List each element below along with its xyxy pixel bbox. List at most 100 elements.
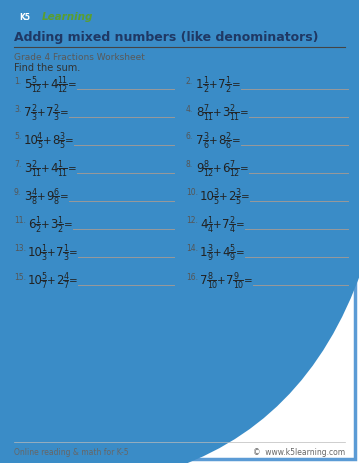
Text: 3: 3 [24, 162, 31, 175]
Text: 5: 5 [59, 141, 65, 150]
Text: 2: 2 [230, 104, 235, 113]
Text: +: + [41, 80, 50, 90]
Text: 2: 2 [35, 225, 41, 233]
Text: =: = [232, 136, 240, 146]
Text: =: = [236, 219, 244, 230]
Text: 10: 10 [24, 134, 39, 147]
Text: =: = [69, 275, 78, 285]
Text: 3: 3 [236, 188, 241, 197]
Text: 12: 12 [31, 85, 41, 94]
Text: 11: 11 [230, 113, 239, 122]
Text: 8: 8 [31, 197, 36, 206]
Text: +: + [37, 108, 46, 118]
Text: K5: K5 [19, 13, 31, 21]
Text: 1.: 1. [14, 76, 21, 85]
Text: 2: 2 [228, 190, 236, 203]
Text: 3: 3 [50, 218, 58, 231]
Text: 1: 1 [200, 246, 208, 259]
Text: 2: 2 [203, 85, 209, 94]
Text: +: + [219, 192, 228, 201]
FancyBboxPatch shape [4, 4, 355, 459]
Text: =: = [64, 219, 73, 230]
Text: 7: 7 [46, 106, 54, 119]
Text: +: + [217, 275, 226, 285]
Text: 3: 3 [31, 113, 36, 122]
Text: +: + [213, 163, 222, 174]
Text: =: = [69, 247, 78, 257]
Text: =: = [236, 247, 244, 257]
Text: 11: 11 [57, 169, 67, 178]
Text: 3.: 3. [14, 104, 21, 113]
Text: 7: 7 [24, 106, 32, 119]
Text: 6: 6 [28, 218, 36, 231]
Text: 11.: 11. [14, 216, 26, 225]
Text: 1: 1 [207, 216, 212, 225]
Text: 10: 10 [200, 190, 215, 203]
Text: =: = [60, 192, 68, 201]
Text: 12.: 12. [186, 216, 198, 225]
Text: 7: 7 [203, 104, 209, 113]
Text: 2: 2 [31, 104, 36, 113]
Text: 7: 7 [222, 218, 230, 231]
Text: 11: 11 [57, 76, 67, 85]
Text: 4: 4 [31, 188, 36, 197]
Text: 3: 3 [64, 252, 69, 262]
Text: 10: 10 [207, 281, 217, 289]
Text: 8: 8 [218, 134, 226, 147]
Text: 10.: 10. [186, 188, 198, 197]
Text: 8: 8 [52, 134, 60, 147]
Text: +: + [47, 247, 56, 257]
Text: 2: 2 [57, 225, 63, 233]
Text: 11: 11 [31, 169, 41, 178]
Text: Grade 4 Fractions Worksheet: Grade 4 Fractions Worksheet [14, 52, 145, 62]
Text: 14.: 14. [186, 244, 198, 253]
Text: 3: 3 [207, 244, 212, 252]
Text: Adding mixed numbers (like denominators): Adding mixed numbers (like denominators) [14, 31, 318, 44]
Text: 6: 6 [53, 188, 59, 197]
Text: 3: 3 [222, 106, 230, 119]
Text: 10: 10 [28, 246, 43, 259]
Text: 2: 2 [53, 104, 59, 113]
Text: +: + [41, 163, 50, 174]
Text: +: + [213, 247, 222, 257]
Text: 6.: 6. [186, 132, 193, 141]
Text: 7: 7 [64, 281, 69, 289]
Text: =: = [232, 80, 240, 90]
Text: 1: 1 [57, 216, 62, 225]
Text: 3: 3 [59, 131, 64, 141]
Text: 5: 5 [37, 141, 42, 150]
Text: 1: 1 [41, 244, 46, 252]
Text: 12: 12 [230, 169, 240, 178]
Text: 13.: 13. [14, 244, 26, 253]
Text: 12: 12 [203, 169, 213, 178]
Text: 2: 2 [56, 274, 64, 287]
Text: 5: 5 [236, 197, 241, 206]
Text: =: = [67, 80, 76, 90]
Text: 4: 4 [50, 162, 58, 175]
Text: 1: 1 [64, 244, 69, 252]
Text: 1: 1 [57, 160, 62, 169]
Text: 7: 7 [230, 160, 235, 169]
Text: 4: 4 [200, 218, 208, 231]
Text: 8: 8 [203, 160, 208, 169]
Text: +: + [213, 108, 222, 118]
Text: 8: 8 [207, 271, 212, 281]
Text: 5: 5 [213, 197, 218, 206]
Text: 3: 3 [203, 131, 208, 141]
Text: 1: 1 [35, 216, 40, 225]
Text: 6: 6 [203, 141, 208, 150]
Text: 3: 3 [53, 113, 59, 122]
Text: =: = [67, 163, 76, 174]
Text: 15.: 15. [14, 272, 26, 281]
Text: +: + [43, 136, 52, 146]
Text: 9: 9 [234, 271, 239, 281]
Text: 12: 12 [57, 85, 68, 94]
Text: 3: 3 [41, 252, 46, 262]
Text: 1: 1 [203, 76, 208, 85]
Text: 11: 11 [203, 113, 213, 122]
Text: 9: 9 [230, 252, 235, 262]
Text: ©  www.k5learning.com: © www.k5learning.com [253, 448, 345, 457]
Text: 9: 9 [46, 190, 54, 203]
Text: 3: 3 [213, 188, 218, 197]
Text: 9: 9 [196, 162, 204, 175]
